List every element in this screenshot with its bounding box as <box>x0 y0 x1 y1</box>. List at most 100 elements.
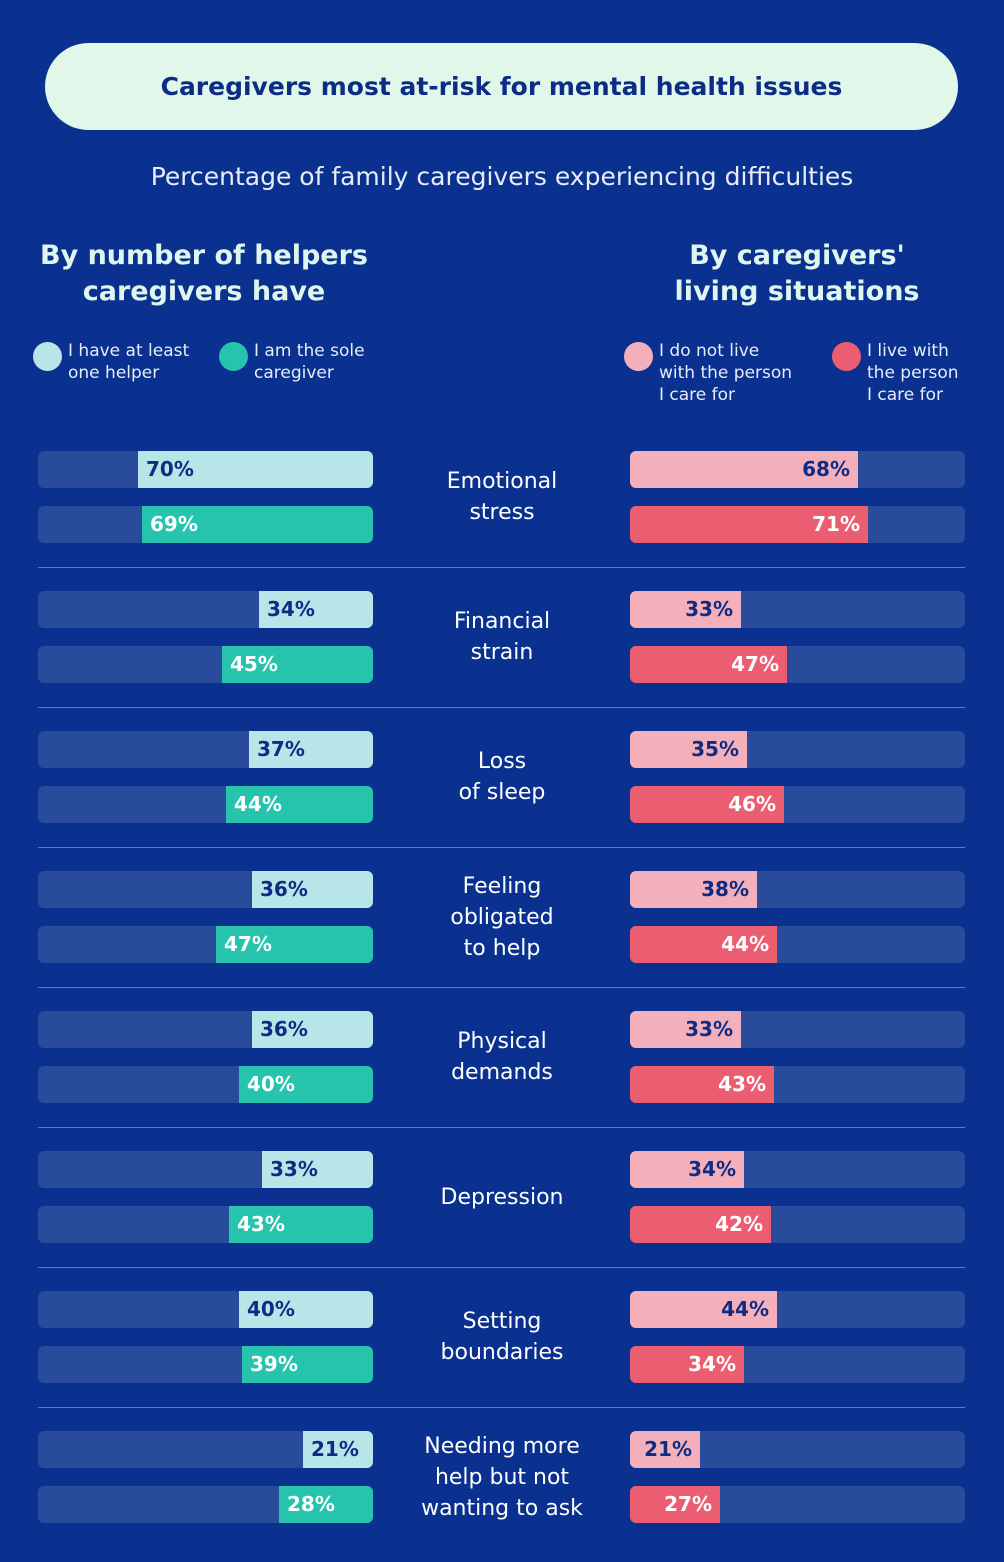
notlive-bar <box>630 871 757 908</box>
category-label-line: Physical <box>457 1029 547 1054</box>
helper-value-label: 34% <box>267 597 315 621</box>
live-track: 47% <box>630 646 965 683</box>
right-header-line: By caregivers' <box>689 240 905 271</box>
live-track: 71% <box>630 506 965 543</box>
notlive-bar <box>630 1151 744 1188</box>
sole-value-label: 47% <box>224 932 272 956</box>
category-label-line: demands <box>451 1060 553 1085</box>
helper-value-label: 70% <box>146 457 194 481</box>
group-divider <box>38 1267 965 1268</box>
live-bar <box>630 1206 771 1243</box>
legend-label-sole: I am the sole caregiver <box>254 341 365 383</box>
live-value-label: 42% <box>715 1212 763 1236</box>
category-label: Loss of sleep <box>392 746 612 808</box>
helper-bar <box>259 591 373 628</box>
category-label-line: obligated <box>450 905 554 930</box>
live-track: 34% <box>630 1346 965 1383</box>
notlive-value-label: 38% <box>701 877 749 901</box>
sole-track: 45% <box>38 646 373 683</box>
legend-label-helper: I have at least one helper <box>68 341 190 383</box>
notlive-value-label: 21% <box>644 1437 692 1461</box>
sole-value-label: 43% <box>237 1212 285 1236</box>
notlive-bar <box>630 731 747 768</box>
category-label-line: Depression <box>440 1185 564 1210</box>
helper-value-label: 40% <box>247 1297 295 1321</box>
sole-track: 40% <box>38 1066 373 1103</box>
sole-bar <box>229 1206 373 1243</box>
live-bar <box>630 1486 720 1523</box>
notlive-track: 44% <box>630 1291 965 1328</box>
live-track: 44% <box>630 926 965 963</box>
category-label-line: strain <box>470 640 534 665</box>
category-label-line: Emotional <box>446 469 558 494</box>
legend-helper: I have at least one helper <box>33 340 189 384</box>
notlive-value-label: 33% <box>685 1017 733 1041</box>
category-label: Setting boundaries <box>392 1306 612 1368</box>
helper-track: 34% <box>38 591 373 628</box>
legend-label-notlive: I do not live with the person I care for <box>659 341 793 405</box>
helper-track: 70% <box>38 451 373 488</box>
notlive-bar <box>630 1291 777 1328</box>
category-label-line: boundaries <box>440 1340 564 1365</box>
category-label-line: stress <box>469 500 535 525</box>
helper-value-label: 21% <box>311 1437 359 1461</box>
notlive-track: 33% <box>630 1011 965 1048</box>
notlive-bar <box>630 1431 700 1468</box>
category-label-line: to help <box>463 936 541 961</box>
live-bar <box>630 786 784 823</box>
sole-track: 43% <box>38 1206 373 1243</box>
live-value-label: 43% <box>718 1072 766 1096</box>
legend-swatch-helper <box>33 342 62 371</box>
sole-value-label: 69% <box>150 512 198 536</box>
helper-track: 40% <box>38 1291 373 1328</box>
category-label: Physical demands <box>392 1026 612 1088</box>
sole-bar <box>142 506 373 543</box>
live-value-label: 71% <box>812 512 860 536</box>
notlive-track: 38% <box>630 871 965 908</box>
chart-title: Caregivers most at-risk for mental healt… <box>160 72 843 101</box>
helper-bar <box>252 1011 373 1048</box>
group-divider <box>38 987 965 988</box>
live-track: 27% <box>630 1486 965 1523</box>
sole-track: 44% <box>38 786 373 823</box>
notlive-track: 68% <box>630 451 965 488</box>
helper-bar <box>249 731 373 768</box>
left-header-line: caregivers have <box>82 276 326 307</box>
helper-track: 33% <box>38 1151 373 1188</box>
legend-swatch-sole <box>219 342 248 371</box>
helper-value-label: 36% <box>260 1017 308 1041</box>
notlive-bar <box>630 1011 741 1048</box>
live-value-label: 44% <box>721 932 769 956</box>
legend-notlive: I do not live with the person I care for <box>624 340 792 406</box>
sole-bar <box>226 786 373 823</box>
legend-swatch-live <box>832 342 861 371</box>
live-bar <box>630 1346 744 1383</box>
category-label: Feeling obligated to help <box>392 871 612 964</box>
helper-bar <box>262 1151 373 1188</box>
group-divider <box>38 1407 965 1408</box>
legend-swatch-notlive <box>624 342 653 371</box>
right-column-header: By caregivers' living situations <box>607 238 987 310</box>
notlive-track: 34% <box>630 1151 965 1188</box>
category-label: Needing more help but not wanting to ask <box>392 1431 612 1524</box>
live-value-label: 34% <box>688 1352 736 1376</box>
category-label-line: Feeling <box>462 874 542 899</box>
live-value-label: 46% <box>728 792 776 816</box>
live-value-label: 27% <box>664 1492 712 1516</box>
helper-bar <box>239 1291 373 1328</box>
live-track: 46% <box>630 786 965 823</box>
live-bar <box>630 926 777 963</box>
category-label-line: help but not <box>434 1465 570 1490</box>
live-track: 43% <box>630 1066 965 1103</box>
sole-value-label: 28% <box>287 1492 335 1516</box>
category-label: Emotional stress <box>392 466 612 528</box>
notlive-bar <box>630 591 741 628</box>
sole-value-label: 40% <box>247 1072 295 1096</box>
helper-track: 21% <box>38 1431 373 1468</box>
sole-bar <box>279 1486 373 1523</box>
helper-track: 36% <box>38 871 373 908</box>
notlive-track: 33% <box>630 591 965 628</box>
sole-bar <box>239 1066 373 1103</box>
group-divider <box>38 847 965 848</box>
live-bar <box>630 506 868 543</box>
